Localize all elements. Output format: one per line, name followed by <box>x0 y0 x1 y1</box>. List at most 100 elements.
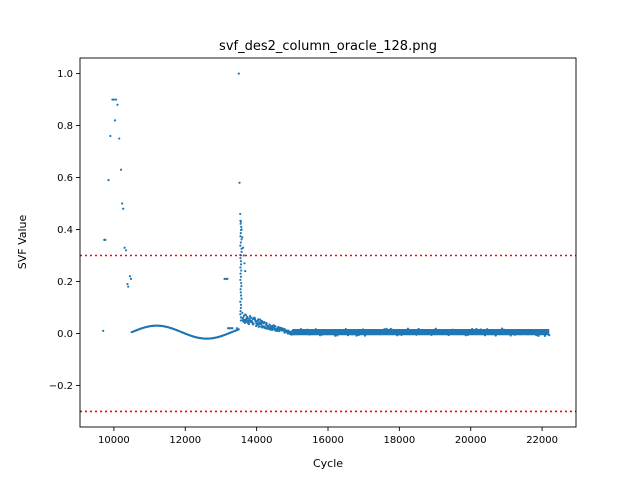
data-point <box>102 329 105 332</box>
data-point <box>239 313 242 316</box>
data-point <box>329 330 332 334</box>
x-tick-label: 16000 <box>312 435 344 446</box>
data-point <box>113 119 117 122</box>
data-point <box>263 321 266 324</box>
data-point <box>244 269 247 273</box>
data-point <box>357 333 360 337</box>
data-point <box>445 330 448 333</box>
data-point <box>423 329 427 332</box>
data-point <box>436 330 440 333</box>
data-point <box>325 332 328 336</box>
data-point <box>129 277 133 280</box>
data-point <box>488 332 491 335</box>
data-point <box>535 334 538 337</box>
y-tick-label: 0.2 <box>57 277 73 288</box>
data-point <box>404 330 407 333</box>
data-point <box>246 316 249 320</box>
data-point <box>468 331 472 335</box>
data-point <box>398 333 401 336</box>
data-point <box>400 333 403 336</box>
data-point <box>248 317 251 320</box>
x-tick-label: 20000 <box>455 435 487 446</box>
data-point <box>271 328 274 332</box>
data-point <box>458 330 461 334</box>
data-point <box>122 207 125 210</box>
data-point <box>513 333 517 336</box>
data-point <box>319 334 322 337</box>
y-tick-label: −0.2 <box>49 381 73 392</box>
data-point <box>516 331 519 334</box>
data-point <box>460 330 463 333</box>
y-tick-label: 0.8 <box>57 121 73 132</box>
data-point <box>351 333 354 336</box>
data-point <box>389 327 392 330</box>
data-point <box>477 331 480 334</box>
data-point <box>243 262 246 265</box>
data-point <box>223 277 226 280</box>
chart-title: svf_des2_column_oracle_128.png <box>219 39 437 54</box>
data-point <box>509 334 512 337</box>
x-axis-label: Cycle <box>313 457 343 470</box>
data-point <box>471 327 474 331</box>
data-point <box>393 331 397 334</box>
data-point <box>334 334 337 337</box>
data-point <box>441 332 444 335</box>
data-point <box>385 327 388 330</box>
data-point <box>239 260 243 263</box>
data-point <box>304 331 307 335</box>
data-point <box>520 332 523 336</box>
data-point <box>481 331 484 334</box>
y-axis-label: SVF Value <box>16 215 29 270</box>
data-point <box>107 179 110 182</box>
data-point <box>323 331 326 334</box>
data-point <box>374 329 377 332</box>
data-point <box>415 333 418 336</box>
data-point <box>340 331 343 334</box>
data-point <box>254 320 257 323</box>
data-point <box>511 331 514 334</box>
data-point <box>379 333 382 336</box>
data-point <box>237 328 240 331</box>
data-point <box>240 250 243 253</box>
data-point <box>293 333 296 336</box>
data-point <box>466 333 469 336</box>
data-point <box>526 333 529 336</box>
data-point <box>331 332 335 335</box>
data-point <box>257 318 260 321</box>
data-point <box>434 327 437 330</box>
data-point <box>123 246 126 249</box>
data-point <box>426 332 429 335</box>
data-point <box>260 322 263 326</box>
data-point <box>355 334 358 337</box>
data-point <box>121 202 124 205</box>
y-tick-label: 0.0 <box>57 329 73 340</box>
data-point <box>297 332 300 335</box>
data-point <box>244 314 247 317</box>
data-point <box>239 263 243 266</box>
data-point <box>342 330 345 333</box>
data-point <box>430 333 433 337</box>
data-point <box>462 331 465 335</box>
data-point <box>118 137 121 140</box>
data-point <box>338 329 341 332</box>
data-point <box>449 331 452 335</box>
data-point <box>543 334 547 337</box>
data-point <box>432 329 435 332</box>
data-point <box>336 334 339 337</box>
data-point <box>548 334 551 337</box>
data-point <box>522 330 525 334</box>
y-axis-ticks: −0.2 0.0 0.2 0.4 0.6 0.8 1.0 <box>49 69 80 392</box>
data-point <box>490 332 493 336</box>
x-tick-label: 12000 <box>169 435 201 446</box>
data-point <box>239 241 242 244</box>
data-point <box>239 294 243 297</box>
data-point <box>396 334 399 337</box>
data-point <box>314 328 317 331</box>
data-point <box>383 328 386 331</box>
data-point <box>387 331 390 335</box>
data-point <box>248 314 252 318</box>
data-point <box>349 331 352 334</box>
data-point <box>505 330 508 333</box>
data-point <box>242 316 245 319</box>
